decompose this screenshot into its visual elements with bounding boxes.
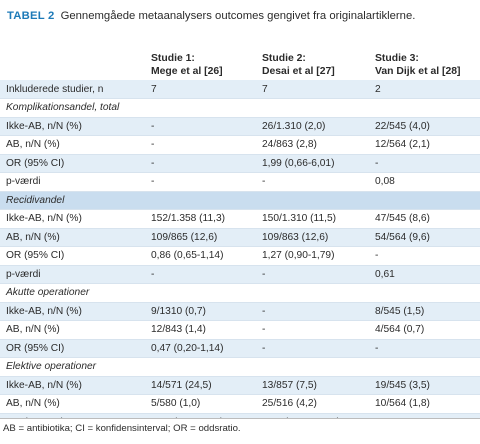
- value-cell: -: [145, 172, 256, 191]
- table-row: OR (95% CI) 0,47 (0,20-1,14) - -: [0, 338, 480, 358]
- table-row: Ikke-AB, n/N (%) -26/1.310 (2,0) 22/545 (4…: [0, 116, 480, 136]
- row-label-cell: OR (95% CI): [0, 338, 145, 358]
- table-row: Inkluderede studier, n 7 7 2: [0, 80, 480, 99]
- value-cell: 19/545 (3,5): [369, 375, 480, 395]
- value-cell: 4/564 (0,7): [369, 320, 480, 339]
- value-cell: 0,86 (0,65-1,14): [145, 246, 256, 265]
- table-row: p-værdi - -0,61: [0, 264, 480, 284]
- section-row: Akutte operationer: [0, 283, 480, 302]
- table-row: AB, n/N (%) 5/580 (1,0) 25/516 (4,2) 10/564…: [0, 394, 480, 413]
- table-row: AB, n/N (%) 109/865 (12,6) 109/863 (12,6) 5…: [0, 227, 480, 247]
- value-cell: -: [256, 264, 369, 284]
- value-cell: -: [256, 320, 369, 339]
- section-row: Komplikationsandel, total: [0, 98, 480, 117]
- table-row: AB, n/N (%) -24/863 (2,8) 12/564 (2,1): [0, 135, 480, 154]
- value-cell: -: [145, 135, 256, 154]
- row-label-cell: Inkluderede studier, n: [6, 83, 104, 95]
- row-label-cell: Ikke-AB, n/N (%): [0, 301, 145, 321]
- header-line1: Studie 3:: [375, 53, 419, 64]
- row-label-cell: OR (95% CI): [0, 153, 145, 173]
- row-label-cell: Ikke-AB, n/N (%): [0, 116, 145, 136]
- table-footnote: AB = antibiotika; CI = konfidensinterval…: [0, 418, 480, 444]
- row-label-cell: p-værdi: [0, 264, 145, 284]
- value-cell: -: [145, 153, 256, 173]
- row-label-cell: OR (95% CI): [0, 246, 145, 265]
- value-cell: 7: [151, 83, 157, 95]
- value-cell: 12/843 (1,4): [145, 320, 256, 339]
- value-cell: 12/564 (2,1): [369, 135, 480, 154]
- value-cell: -: [369, 338, 480, 358]
- value-cell: 0,08: [369, 172, 480, 191]
- section-heading: Akutte operationer: [0, 283, 480, 302]
- value-cell: 26/1.310 (2,0): [256, 116, 369, 136]
- value-cell: 109/863 (12,6): [256, 227, 369, 247]
- value-cell: 2: [375, 83, 381, 95]
- value-cell: 0,47 (0,20-1,14): [145, 338, 256, 358]
- footnote-text: AB = antibiotika; CI = konfidensinterval…: [3, 423, 241, 434]
- value-cell: 14/571 (24,5): [145, 375, 256, 395]
- row-label-cell: AB, n/N (%): [0, 227, 145, 247]
- header-row: Studie 1: Mege et al [26] Studie 2: Desai …: [0, 47, 480, 80]
- value-cell: 13/857 (7,5): [256, 375, 369, 395]
- value-cell: 47/545 (8,6): [369, 209, 480, 228]
- value-cell: 24/863 (2,8): [256, 135, 369, 154]
- value-cell: -: [369, 246, 480, 265]
- value-cell: 22/545 (4,0): [369, 116, 480, 136]
- value-cell: -: [145, 116, 256, 136]
- value-cell: -: [369, 153, 480, 173]
- value-cell: 152/1.358 (11,3): [145, 209, 256, 228]
- table-title: TABEL 2 Gennemgåede metaanalysers outcom…: [7, 9, 447, 23]
- section-heading: Recidivandel: [0, 190, 480, 210]
- table-title-text: Gennemgåede metaanalysers outcomes gengi…: [60, 10, 416, 22]
- header-cell-study-3: Studie 3: Van Dijk et al [28]: [369, 47, 480, 80]
- header-line2: Mege et al [26]: [151, 66, 223, 77]
- table-row: OR (95% CI) 0,86 (0,65-1,14) 1,27 (0,90-1,…: [0, 246, 480, 265]
- value-cell: -: [256, 301, 369, 321]
- header-cell-study-1: Studie 1: Mege et al [26]: [145, 47, 256, 80]
- value-cell: -: [145, 264, 256, 284]
- value-cell: -: [256, 172, 369, 191]
- value-cell: 109/865 (12,6): [145, 227, 256, 247]
- section-heading: Elektive operationer: [0, 357, 480, 376]
- value-cell: 7: [262, 83, 268, 95]
- header-line1: Studie 2:: [262, 53, 306, 64]
- header-cell-empty: [0, 47, 145, 80]
- row-label-cell: Ikke-AB, n/N (%): [0, 209, 145, 228]
- value-cell: 9/1310 (0,7): [145, 301, 256, 321]
- table-label: TABEL 2: [7, 10, 55, 22]
- table-row: Ikke-AB, n/N (%) 152/1.358 (11,3) 150/1.31…: [0, 209, 480, 228]
- header-line2: Van Dijk et al [28]: [375, 66, 461, 77]
- value-cell: 0,61: [369, 264, 480, 284]
- outcomes-table: Studie 1: Mege et al [26] Studie 2: Desai …: [0, 47, 480, 432]
- value-cell: 5/580 (1,0): [145, 394, 256, 413]
- section-heading: Komplikationsandel, total: [0, 98, 480, 117]
- row-label-cell: AB, n/N (%): [0, 135, 145, 154]
- header-line2: Desai et al [27]: [262, 66, 335, 77]
- row-label-cell: p-værdi: [0, 172, 145, 191]
- table-row: Ikke-AB, n/N (%) 9/1310 (0,7) -8/545 (1,5): [0, 301, 480, 321]
- value-cell: 25/516 (4,2): [256, 394, 369, 413]
- table-row: p-værdi - -0,08: [0, 172, 480, 191]
- value-cell: 54/564 (9,6): [369, 227, 480, 247]
- header-cell-study-2: Studie 2: Desai et al [27]: [256, 47, 369, 80]
- value-cell: 1,27 (0,90-1,79): [256, 246, 369, 265]
- row-label-cell: Ikke-AB, n/N (%): [0, 375, 145, 395]
- table-row: AB, n/N (%) 12/843 (1,4) -4/564 (0,7): [0, 320, 480, 339]
- section-row: Recidivandel: [0, 190, 480, 210]
- value-cell: -: [256, 338, 369, 358]
- value-cell: 8/545 (1,5): [369, 301, 480, 321]
- table-row: Ikke-AB, n/N (%) 14/571 (24,5) 13/857 (7,5…: [0, 375, 480, 395]
- value-cell: 150/1.310 (11,5): [256, 209, 369, 228]
- header-line1: Studie 1:: [151, 53, 195, 64]
- section-row: Elektive operationer: [0, 357, 480, 376]
- value-cell: 10/564 (1,8): [369, 394, 480, 413]
- value-cell: 1,99 (0,66-6,01): [256, 153, 369, 173]
- row-label-cell: AB, n/N (%): [0, 320, 145, 339]
- table-row: OR (95% CI) -1,99 (0,66-6,01) -: [0, 153, 480, 173]
- row-label-cell: AB, n/N (%): [0, 394, 145, 413]
- table-body: Inkluderede studier, n 7 7 2 Komplikationsan…: [0, 80, 480, 432]
- table-caption: TABEL 2 Gennemgåede metaanalysers outcom…: [0, 0, 480, 47]
